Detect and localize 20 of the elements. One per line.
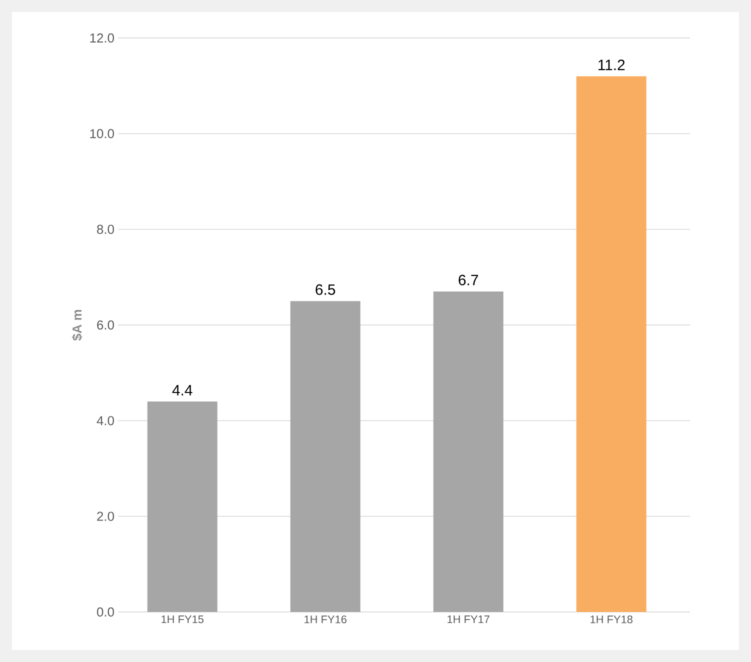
y-tick-label: 4.0 [96, 416, 114, 426]
data-label: 6.7 [458, 274, 478, 286]
bar [147, 402, 218, 612]
bar [576, 76, 646, 612]
y-tick-label: 2.0 [97, 512, 114, 521]
y-tick-label: 0.0 [96, 607, 114, 617]
x-tick-label: 1H FY15 [162, 616, 204, 624]
bar [433, 292, 504, 612]
data-label: 6.5 [316, 284, 336, 295]
data-label: 4.4 [172, 385, 192, 396]
y-tick-label: 12.0 [90, 33, 114, 43]
y-tick-label: 8.0 [97, 224, 114, 234]
bar [290, 301, 360, 612]
data-label: 11.2 [598, 60, 625, 70]
y-tick-label: 10.0 [90, 129, 114, 138]
y-axis-title: $A m [72, 310, 82, 341]
x-tick-label: 1H FY18 [590, 616, 632, 624]
y-tick-label: 6.0 [97, 320, 114, 330]
x-tick-label: 1H FY16 [304, 616, 346, 624]
x-tick-label: 1H FY17 [448, 616, 490, 624]
